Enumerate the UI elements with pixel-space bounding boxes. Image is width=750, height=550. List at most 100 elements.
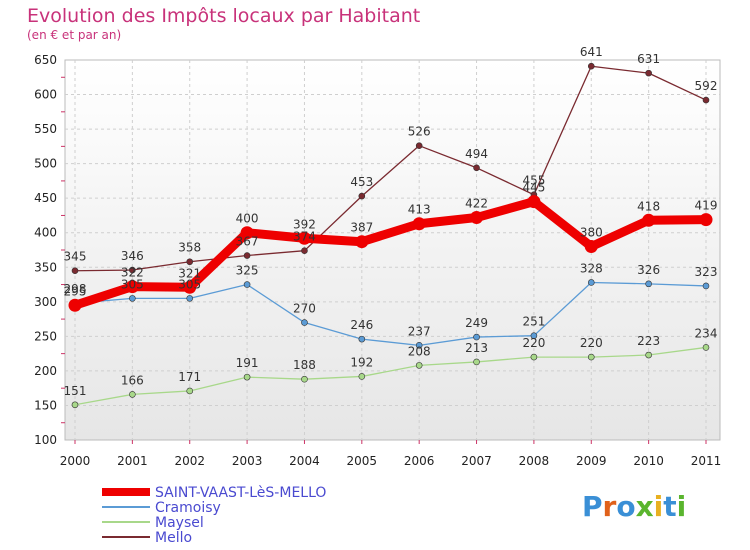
data-point	[301, 319, 308, 326]
y-tick-label: 550	[34, 122, 57, 136]
y-tick-label: 650	[34, 53, 57, 67]
data-point	[415, 362, 423, 369]
series-maysel	[71, 344, 710, 409]
x-tick-label: 2001	[117, 454, 148, 468]
data-point	[584, 240, 598, 254]
x-tick-label: 2007	[461, 454, 492, 468]
data-label: 270	[293, 302, 316, 316]
x-tick-label: 2000	[60, 454, 91, 468]
data-point	[243, 373, 251, 381]
data-point	[183, 280, 197, 294]
data-label: 400	[236, 212, 259, 226]
data-point	[243, 281, 251, 288]
series-line	[74, 65, 707, 272]
data-label: 387	[350, 221, 373, 235]
data-label: 220	[522, 336, 545, 350]
data-label: 208	[408, 344, 431, 358]
x-tick-label: 2008	[519, 454, 550, 468]
data-label: 445	[522, 181, 545, 195]
data-point	[587, 353, 595, 361]
data-point	[642, 213, 656, 227]
data-label: 305	[178, 277, 201, 291]
data-label: 171	[178, 370, 201, 384]
data-label: 325	[236, 264, 259, 278]
data-point	[358, 373, 366, 380]
data-point	[702, 282, 710, 290]
series-line	[74, 281, 707, 346]
data-label: 321	[178, 266, 201, 280]
data-point	[527, 195, 541, 209]
y-axis: 100 150 200 250 300 350 400 450 500 550 600 650	[34, 53, 65, 447]
x-tick-label: 2003	[232, 454, 263, 468]
x-tick-label: 2004	[289, 454, 320, 468]
logo-letter: P	[582, 490, 603, 523]
data-point	[415, 142, 423, 149]
data-point	[645, 69, 652, 77]
data-point	[71, 267, 79, 275]
y-tick-label: 150	[34, 398, 57, 412]
data-label: 422	[465, 197, 488, 211]
data-label: 367	[236, 235, 259, 249]
x-tick-label: 2006	[404, 454, 435, 468]
data-label: 246	[350, 318, 373, 332]
x-tick-label: 2009	[576, 454, 607, 468]
data-point	[702, 344, 710, 351]
logo-letter: x	[636, 490, 654, 523]
data-label: 453	[350, 175, 373, 189]
data-label: 223	[637, 334, 660, 348]
data-label: 413	[408, 203, 431, 217]
data-point	[645, 280, 652, 288]
data-label: 298	[64, 282, 87, 296]
y-tick-label: 450	[34, 191, 57, 205]
data-label: 188	[293, 358, 316, 372]
data-point	[186, 258, 194, 266]
data-point	[186, 295, 194, 302]
y-tick-label: 350	[34, 260, 57, 274]
x-tick-label: 2011	[691, 454, 722, 468]
data-label: 151	[64, 384, 87, 398]
data-label: 374	[293, 230, 316, 244]
data-point	[68, 298, 82, 312]
data-point	[412, 217, 426, 231]
y-tick-label: 250	[34, 329, 57, 343]
proxiti-logo: Proxiti	[582, 490, 686, 523]
data-point	[243, 252, 251, 259]
data-label: 455	[522, 174, 545, 188]
data-label: 234	[695, 326, 718, 340]
data-label: 251	[522, 315, 545, 329]
data-label: 323	[695, 265, 718, 279]
data-label: 592	[695, 79, 718, 93]
data-point	[129, 266, 136, 274]
data-label: 166	[121, 373, 144, 387]
series-layer	[68, 62, 713, 409]
data-point	[71, 401, 79, 409]
legend-label: SAINT-VAAST-LèS-MELLO	[155, 485, 326, 501]
data-point	[240, 226, 254, 240]
data-label: 345	[64, 250, 87, 264]
y-tick-label: 100	[34, 433, 57, 447]
x-axis: 2000 2001 2002 2003 2004 2005 2006 2007 2008 2009…	[60, 440, 722, 468]
data-label: 358	[178, 241, 201, 255]
data-point	[358, 192, 366, 200]
data-label: 220	[580, 336, 603, 350]
data-point	[415, 342, 423, 349]
data-point	[530, 332, 538, 339]
data-label: 326	[637, 263, 660, 277]
x-tick-label: 2005	[347, 454, 378, 468]
data-label: 191	[236, 356, 259, 370]
data-point	[473, 358, 480, 366]
data-point	[125, 280, 139, 294]
logo-letter: t	[663, 490, 676, 523]
logo-letter: i	[677, 490, 687, 523]
data-label: 328	[580, 261, 603, 275]
data-label: 249	[465, 316, 488, 330]
data-point	[297, 231, 311, 245]
data-point	[702, 96, 710, 104]
logo-letter: i	[654, 490, 664, 523]
y-tick-label: 600	[34, 88, 57, 102]
legend-label: Cramoisy	[155, 500, 221, 516]
data-point	[587, 62, 595, 70]
data-label: 295	[64, 284, 87, 298]
data-point	[530, 353, 538, 361]
